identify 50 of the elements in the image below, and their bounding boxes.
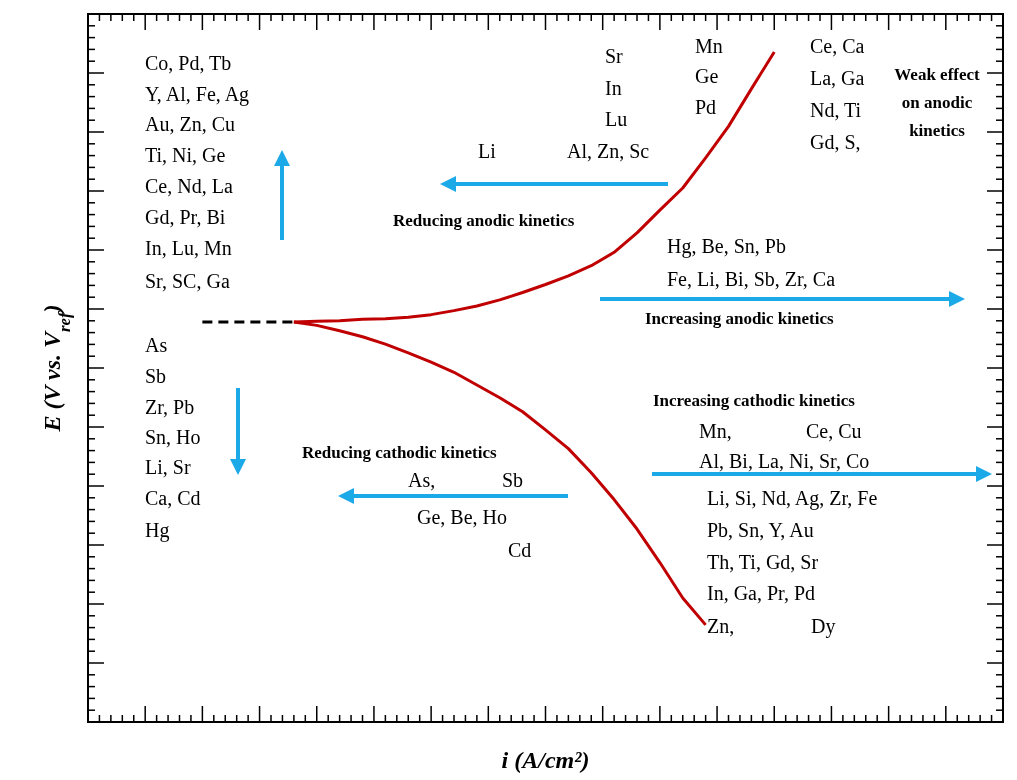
annotation: Nd, Ti [810,99,862,121]
annotation: Hg, Be, Sn, Pb [667,235,786,258]
annotation: Sb [145,365,167,387]
annotation: Ce, Nd, La [145,175,233,197]
annotation: Au, Zn, Cu [145,113,235,135]
annotation: Pd [695,96,717,118]
annotation: Zn, [707,615,735,637]
annotation: In, Ga, Pr, Pd [707,582,816,604]
annotation: In [605,77,622,99]
annotation: Li [478,140,497,162]
annotation: on anodic [901,93,973,112]
annotation: Th, Ti, Gd, Sr [707,551,819,573]
annotation: Lu [605,108,628,130]
annotation: La, Ga [810,67,865,89]
annotation: In, Lu, Mn [145,237,232,259]
annotation: Cd [508,539,532,561]
annotation: Ti, Ni, Ge [145,144,226,166]
annotation: Sr, SC, Ga [145,270,230,292]
annotation: Al, Bi, La, Ni, Sr, Co [699,450,870,472]
x-axis-title: i (A/cm²) [501,747,590,773]
annotation: Al, Zn, Sc [567,140,650,162]
annotation: Li, Sr [145,456,191,478]
annotation: Weak effect [894,65,981,84]
annotation: Co, Pd, Tb [145,52,232,74]
annotation: Fe, Li, Bi, Sb, Zr, Ca [667,268,836,290]
annotation: As, [408,469,436,491]
annotation: Mn, [699,420,732,442]
annotation: Reducing anodic kinetics [393,211,575,230]
annotation: Sb [502,469,524,491]
annotation: kinetics [909,121,966,140]
annotation: Reducing cathodic kinetics [302,443,497,462]
annotation: As [145,334,168,356]
annotation: Pb, Sn, Y, Au [707,519,814,541]
annotation: Mn [695,35,723,57]
annotation: Hg [145,519,170,542]
annotation: Zr, Pb [145,396,195,418]
annotation: Dy [811,615,836,638]
annotation: Li, Si, Nd, Ag, Zr, Fe [707,487,878,510]
annotation: Ce, Ca [810,35,865,57]
annotation: Increasing anodic kinetics [645,309,834,328]
annotation: Y, Al, Fe, Ag [145,83,250,106]
annotation: Ge, Be, Ho [417,506,507,528]
annotation: Sr [605,45,624,67]
annotation: Increasing cathodic kinetics [653,391,856,410]
annotation: Gd, Pr, Bi [145,206,226,228]
annotation: Sn, Ho [145,426,201,448]
annotation: Ca, Cd [145,487,201,509]
annotation: Gd, S, [810,131,861,153]
annotation: Ge [695,65,719,87]
annotation: Ce, Cu [806,420,862,442]
